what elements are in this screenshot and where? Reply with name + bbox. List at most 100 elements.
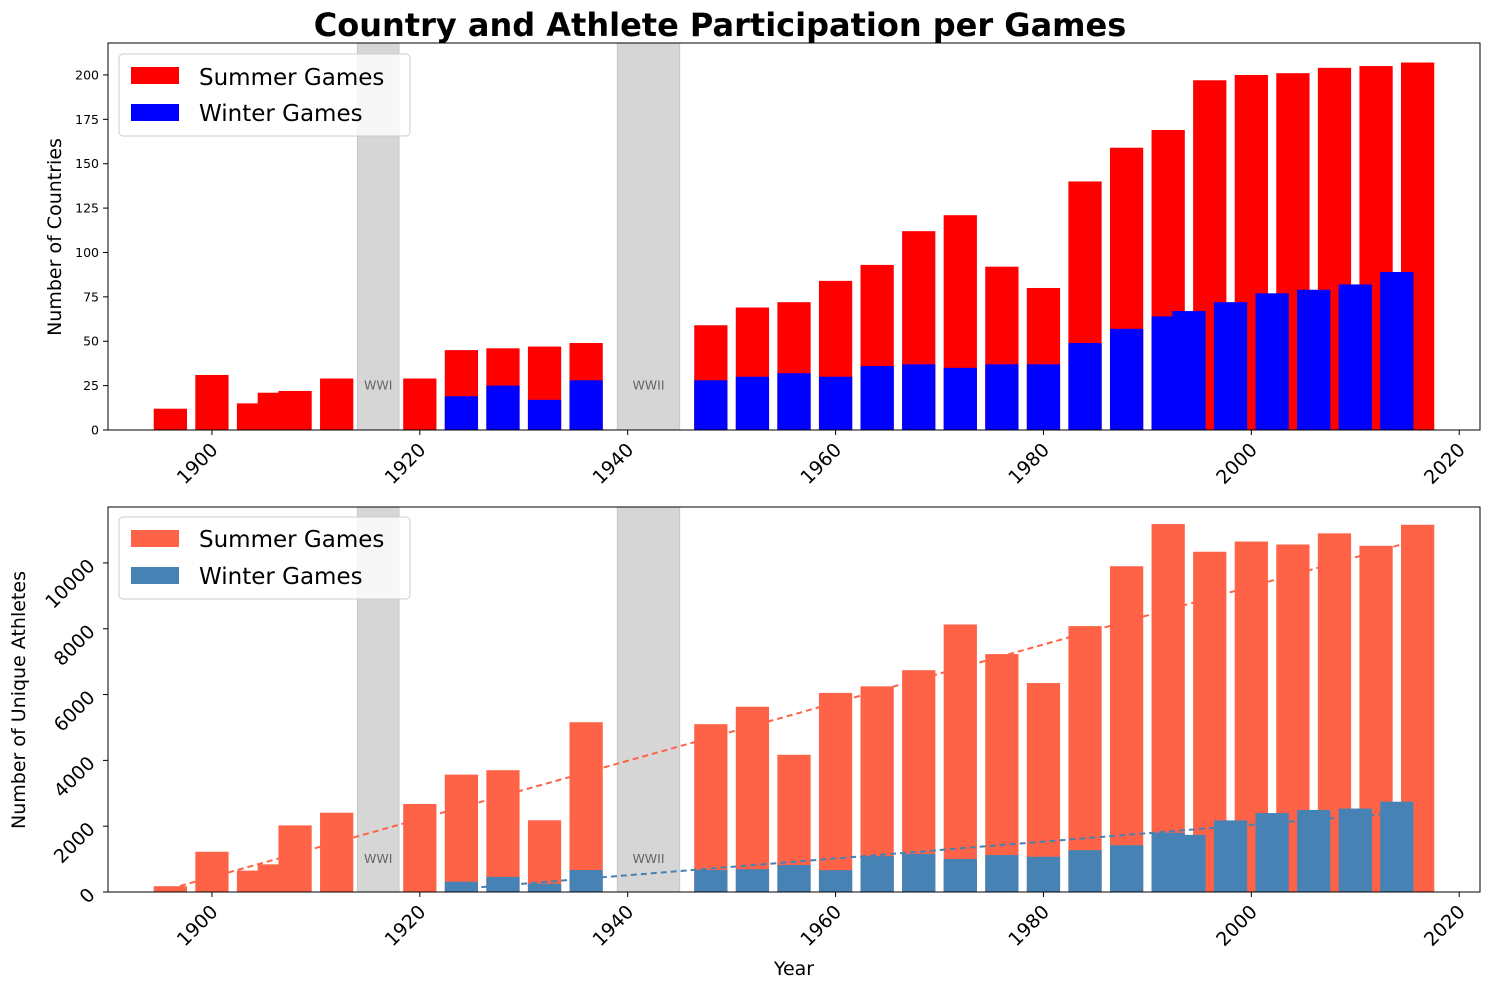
athletes-xtick-label-1920: 1920 bbox=[381, 901, 431, 951]
athletes-bar-winter-2010 bbox=[1338, 808, 1372, 892]
athletes-bar-summer-1908 bbox=[278, 825, 312, 892]
countries-bar-winter-1972 bbox=[943, 367, 977, 430]
athletes-bar-summer-1960 bbox=[818, 692, 853, 892]
athletes-bar-summer-1936 bbox=[569, 722, 603, 892]
athletes-xtick-label-1940: 1940 bbox=[588, 901, 638, 951]
athletes-xtick-label-1900: 1900 bbox=[173, 901, 223, 951]
athletes-ytick-label-4000: 4000 bbox=[50, 752, 100, 802]
athletes-ytick-label-10000: 10000 bbox=[41, 555, 99, 613]
countries-bar-summer-1908 bbox=[278, 390, 312, 430]
countries-bar-winter-2014 bbox=[1380, 272, 1414, 430]
countries-legend: Summer Games Winter Games bbox=[118, 53, 411, 137]
countries-plot-frame bbox=[107, 42, 1481, 431]
countries-bar-winter-1928 bbox=[486, 385, 520, 430]
countries-legend-box bbox=[118, 53, 411, 137]
athletes-ytick-label-6000: 6000 bbox=[50, 687, 100, 737]
countries-bar-summer-1896 bbox=[153, 408, 187, 430]
athletes-legend-summer-label: Summer Games bbox=[199, 527, 384, 553]
athletes-bar-winter-1972 bbox=[943, 858, 977, 892]
countries-bar-winter-1936 bbox=[569, 380, 603, 430]
countries-bar-winter-1998 bbox=[1213, 302, 1248, 430]
athletes-bar-winter-2002 bbox=[1255, 813, 1289, 892]
countries-bar-summer-1900 bbox=[195, 374, 229, 430]
countries-ytick-label-100: 100 bbox=[75, 245, 99, 260]
countries-bar-winter-1964 bbox=[860, 366, 894, 430]
athletes-legend: Summer Games Winter Games bbox=[118, 516, 411, 600]
countries-legend-summer-swatch bbox=[131, 67, 179, 84]
athletes-bar-winter-1952 bbox=[735, 869, 770, 892]
athletes-bar-summer-1976 bbox=[985, 654, 1019, 892]
athletes-war-label-wwi: WWI bbox=[364, 851, 392, 866]
athletes-legend-winter-label: Winter Games bbox=[199, 564, 363, 590]
countries-xtick-label-2000: 2000 bbox=[1212, 439, 1262, 489]
countries-bar-winter-2002 bbox=[1255, 293, 1289, 430]
countries-xtick-label-1920: 1920 bbox=[381, 439, 431, 489]
countries-legend-winter-swatch bbox=[131, 104, 179, 121]
athletes-bar-summer-1924 bbox=[444, 774, 479, 892]
countries-bar-winter-1960 bbox=[818, 376, 853, 430]
athletes-legend-summer-swatch bbox=[131, 530, 179, 547]
athletes-xtick-label-2000: 2000 bbox=[1212, 901, 1262, 951]
countries-ytick-label-125: 125 bbox=[75, 201, 99, 216]
athletes-legend-box bbox=[118, 516, 411, 600]
athletes-bar-summer-1920 bbox=[403, 803, 437, 892]
countries-bar-winter-1924 bbox=[444, 396, 479, 430]
countries-bar-winter-1988 bbox=[1109, 328, 1144, 430]
athletes-bar-winter-1988 bbox=[1109, 845, 1144, 892]
athletes-ytick-label-2000: 2000 bbox=[50, 818, 100, 868]
athletes-bar-summer-1912 bbox=[320, 812, 354, 892]
athletes-bar-winter-1960 bbox=[818, 870, 853, 892]
athletes-xtick-label-2020: 2020 bbox=[1420, 901, 1470, 951]
countries-xtick-label-2020: 2020 bbox=[1420, 439, 1470, 489]
athletes-war-label-wwii: WWII bbox=[632, 851, 664, 866]
athletes-ytick-label-0: 0 bbox=[75, 884, 99, 908]
athletes-bar-summer-1948 bbox=[694, 724, 728, 892]
athletes-trendline-summer bbox=[170, 538, 1418, 890]
athletes-bar-winter-2006 bbox=[1297, 809, 1331, 892]
athletes-bar-winter-1994 bbox=[1172, 834, 1206, 892]
athletes-bar-summer-1900 bbox=[195, 851, 229, 892]
countries-xtick-label-1980: 1980 bbox=[1004, 439, 1054, 489]
athletes-bar-winter-1968 bbox=[902, 853, 936, 892]
countries-bar-winter-1968 bbox=[902, 364, 936, 430]
athletes-plot-frame bbox=[107, 506, 1481, 893]
countries-bar-winter-1948 bbox=[694, 380, 728, 430]
countries-ytick-label-175: 175 bbox=[75, 112, 99, 127]
athletes-bar-winter-1948 bbox=[694, 869, 728, 892]
countries-legend-summer-label: Summer Games bbox=[199, 65, 384, 91]
countries-ytick-label-0: 0 bbox=[91, 423, 99, 438]
athletes-bar-winter-1964 bbox=[860, 856, 894, 892]
countries-bar-winter-2006 bbox=[1297, 289, 1331, 430]
countries-bar-summer-1920 bbox=[403, 378, 437, 430]
athletes-bar-winter-1984 bbox=[1068, 850, 1102, 892]
athletes-bar-winter-2014 bbox=[1380, 801, 1414, 892]
countries-bar-winter-1994 bbox=[1172, 311, 1206, 430]
athletes-bar-winter-1936 bbox=[569, 870, 603, 892]
countries-bar-winter-1980 bbox=[1026, 364, 1061, 430]
countries-war-band-wwii bbox=[616, 42, 681, 431]
athletes-bar-summer-1932 bbox=[527, 820, 562, 892]
athletes-bar-winter-1976 bbox=[985, 855, 1019, 892]
athletes-bar-winter-1932 bbox=[527, 883, 562, 892]
athletes-bar-summer-1928 bbox=[486, 770, 520, 892]
countries-bar-winter-1956 bbox=[777, 373, 811, 430]
athletes-trendline-winter bbox=[461, 812, 1397, 890]
countries-xtick-label-1940: 1940 bbox=[588, 439, 638, 489]
countries-bar-winter-1932 bbox=[527, 399, 562, 430]
athletes-x-axis-label: Year bbox=[773, 958, 814, 980]
countries-ytick-label-25: 25 bbox=[83, 378, 99, 393]
countries-war-label-wwi: WWI bbox=[364, 378, 392, 393]
countries-bar-winter-1952 bbox=[735, 376, 770, 430]
athletes-war-band-wwii bbox=[616, 506, 681, 893]
athletes-xtick-label-1980: 1980 bbox=[1004, 901, 1054, 951]
athletes-y-axis-label: Number of Unique Athletes bbox=[8, 571, 30, 829]
countries-xtick-label-1900: 1900 bbox=[173, 439, 223, 489]
athletes-bar-winter-1980 bbox=[1026, 856, 1061, 892]
athletes-bar-winter-1998 bbox=[1213, 820, 1248, 892]
countries-ytick-label-50: 50 bbox=[83, 334, 99, 349]
countries-ytick-label-75: 75 bbox=[83, 289, 99, 304]
countries-bar-summer-1912 bbox=[320, 378, 354, 430]
athletes-bar-winter-1956 bbox=[777, 864, 811, 892]
athletes-bar-summer-1984 bbox=[1068, 626, 1102, 892]
